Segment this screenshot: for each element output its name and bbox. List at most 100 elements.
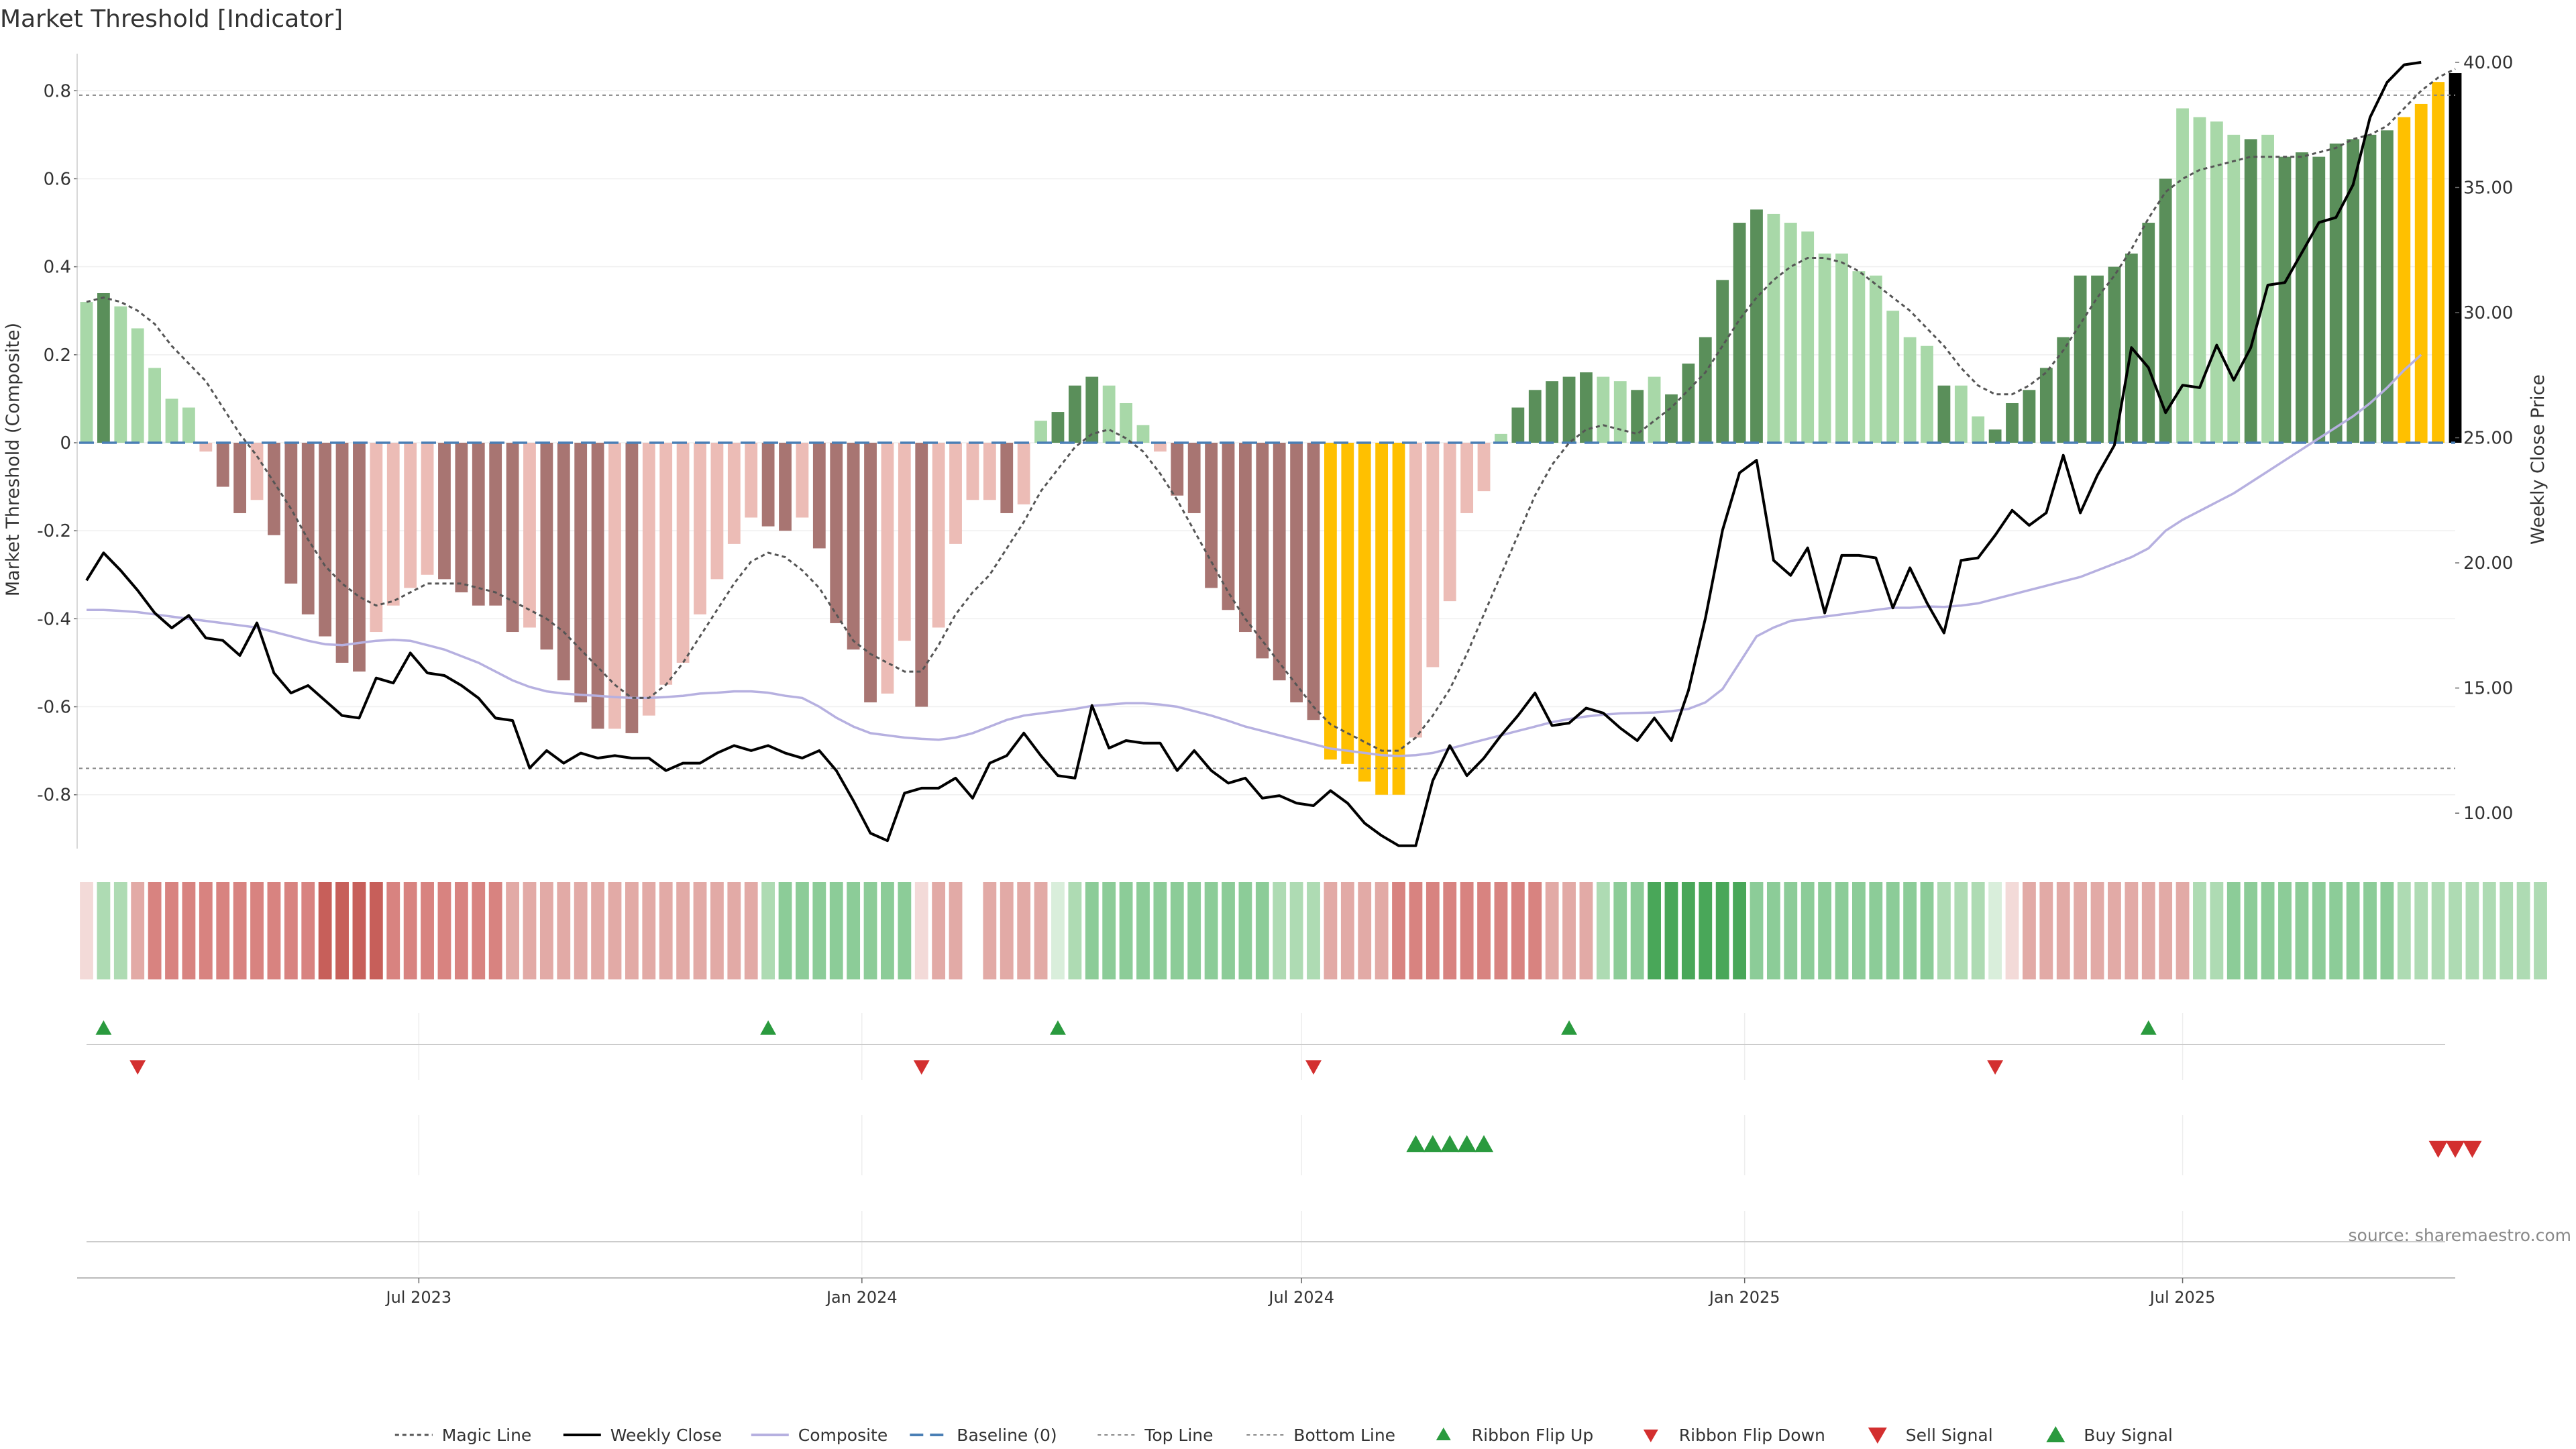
histogram-bar bbox=[301, 443, 315, 614]
legend-label: Sell Signal bbox=[1906, 1426, 1993, 1445]
ribbon-flip-up-marker bbox=[1561, 1020, 1578, 1035]
left-tick-label: -0.6 bbox=[37, 698, 71, 718]
histogram-bar bbox=[1767, 213, 1780, 443]
histogram-bar bbox=[2006, 402, 2019, 443]
ribbon-cell bbox=[591, 882, 604, 979]
ribbon-cell bbox=[2125, 882, 2139, 979]
histogram-bar bbox=[881, 443, 894, 694]
right-tick-label: 40.00 bbox=[2463, 53, 2513, 73]
histogram-bar bbox=[165, 398, 178, 443]
ribbon-flip-down-marker bbox=[129, 1060, 146, 1075]
x-tick-label: Jul 2024 bbox=[1267, 1288, 1334, 1307]
legend-item-buy: Buy Signal bbox=[2046, 1426, 2173, 1445]
histogram-bar bbox=[1341, 443, 1354, 764]
histogram-bar bbox=[1222, 443, 1235, 610]
ribbon-cell bbox=[1681, 882, 1695, 979]
histogram-bar bbox=[80, 302, 93, 443]
histogram-bar bbox=[2210, 121, 2223, 443]
histogram-bar bbox=[1886, 311, 1900, 443]
ribbon-cell bbox=[437, 882, 451, 979]
buy-signal-marker bbox=[1474, 1135, 1494, 1152]
ribbon-cell bbox=[710, 882, 724, 979]
histogram-bar bbox=[1443, 443, 1456, 602]
histogram-bar bbox=[1937, 385, 1951, 443]
ribbon-cell bbox=[2380, 882, 2394, 979]
ribbon-cell bbox=[1170, 882, 1184, 979]
ribbon-cell bbox=[574, 882, 588, 979]
left-tick-label: 0 bbox=[60, 433, 71, 453]
histogram-bar bbox=[1307, 443, 1320, 720]
histogram-bar bbox=[131, 328, 144, 443]
ribbon-cell bbox=[2397, 882, 2411, 979]
legend-label: Bottom Line bbox=[1293, 1426, 1395, 1445]
source-credit: source: sharemaestro.com bbox=[2349, 1226, 2572, 1245]
ribbon-cell bbox=[199, 882, 213, 979]
histogram-bar bbox=[1988, 429, 2002, 443]
histogram-bar bbox=[472, 443, 485, 606]
legend-swatch-sell bbox=[1868, 1428, 1887, 1444]
legend-label: Buy Signal bbox=[2084, 1426, 2173, 1445]
histogram-bar bbox=[2108, 266, 2121, 443]
histogram-bar bbox=[421, 443, 434, 575]
ribbon-cell bbox=[2312, 882, 2326, 979]
ribbon-cell bbox=[2500, 882, 2514, 979]
histogram-bar bbox=[353, 443, 366, 672]
right-tick-label: 15.00 bbox=[2463, 679, 2513, 699]
left-tick-label: 0.2 bbox=[44, 345, 71, 366]
ribbon-cell bbox=[1119, 882, 1133, 979]
ribbon-cell bbox=[165, 882, 178, 979]
histogram-bar bbox=[625, 443, 639, 733]
ribbon-cell bbox=[863, 882, 877, 979]
histogram-bar bbox=[1136, 425, 1150, 443]
x-tick-label: Jul 2025 bbox=[2149, 1288, 2216, 1307]
histogram-bar bbox=[2023, 390, 2036, 443]
ribbon-cell bbox=[2261, 882, 2275, 979]
legend-item-composite: Composite bbox=[751, 1426, 888, 1445]
histogram-bar bbox=[114, 306, 127, 443]
ribbon-flip-down-marker bbox=[913, 1060, 930, 1075]
ribbon-cell bbox=[1340, 882, 1354, 979]
histogram-bar bbox=[2176, 108, 2189, 443]
histogram-bar bbox=[250, 443, 264, 500]
ribbon-cell bbox=[1307, 882, 1320, 979]
histogram-bar bbox=[182, 407, 195, 443]
legend: Magic Line Weekly Close Composite Baseline … bbox=[394, 1426, 2173, 1445]
legend-label: Weekly Close bbox=[610, 1426, 722, 1445]
ribbon-cell bbox=[472, 882, 486, 979]
ribbon-cell bbox=[847, 882, 861, 979]
ribbon-flip-down-marker bbox=[1987, 1060, 2004, 1075]
ribbon-cell bbox=[284, 882, 298, 979]
ribbon-cell bbox=[693, 882, 707, 979]
buy-signal-marker bbox=[1406, 1135, 1426, 1152]
left-tick-label: 0.4 bbox=[44, 258, 71, 278]
ribbon-cell bbox=[642, 882, 656, 979]
ribbon-cell bbox=[1375, 882, 1389, 979]
ribbon-cell bbox=[1068, 882, 1082, 979]
ribbon-cell bbox=[2210, 882, 2224, 979]
ribbon-strip bbox=[80, 882, 2547, 979]
ribbon-cell bbox=[608, 882, 622, 979]
ribbon-flip-panel bbox=[87, 1013, 2445, 1080]
histogram-bar bbox=[506, 443, 519, 633]
ribbon-cell bbox=[523, 882, 537, 979]
histogram-bar bbox=[864, 443, 877, 702]
legend-swatch-buy bbox=[2046, 1426, 2065, 1442]
ribbon-cell bbox=[1733, 882, 1746, 979]
histogram-bar bbox=[1750, 209, 1763, 443]
histogram-bar bbox=[574, 443, 588, 702]
legend-label: Top Line bbox=[1144, 1426, 1213, 1445]
ribbon-cell bbox=[2244, 882, 2258, 979]
histogram-bar bbox=[898, 443, 911, 641]
histogram-bar bbox=[1562, 376, 1576, 443]
histogram-bar bbox=[1495, 433, 1507, 443]
ribbon-cell bbox=[1988, 882, 2002, 979]
x-tick-label: Jan 2025 bbox=[1708, 1288, 1780, 1307]
histogram-bar bbox=[1818, 253, 1831, 443]
bottom-axis: Jul 2023 Jan 2024 Jul 2024 Jan 2025 Jul 2025 bbox=[77, 1211, 2455, 1307]
histogram-bar bbox=[319, 443, 332, 637]
histogram-bar bbox=[2193, 117, 2206, 443]
histogram-bar bbox=[233, 443, 247, 513]
ribbon-cell bbox=[983, 882, 997, 979]
histogram-bar bbox=[2398, 117, 2411, 443]
